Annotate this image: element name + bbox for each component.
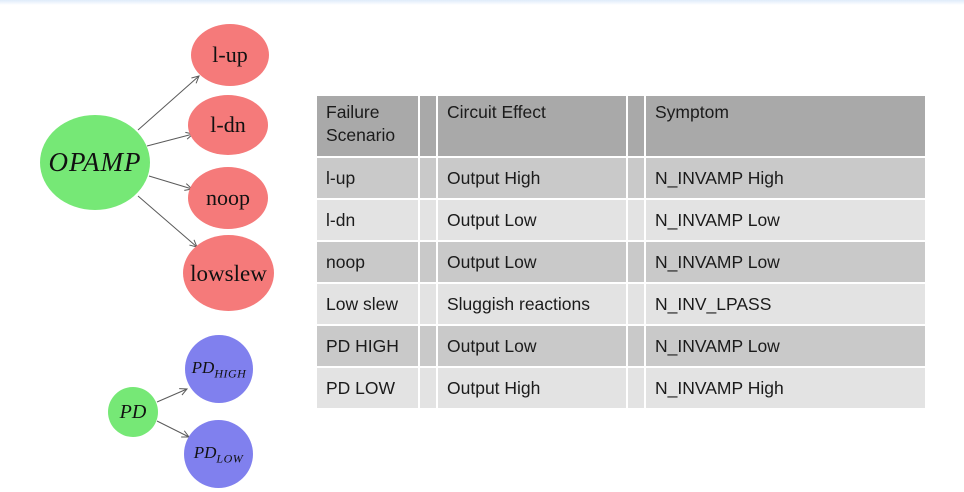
edge-pd-pdlow bbox=[156, 420, 190, 438]
header-failure-scenario: Failure Scenario bbox=[315, 94, 420, 158]
header-circuit-effect: Circuit Effect bbox=[436, 94, 628, 158]
table-row: l-up Output High N_INVAMP High bbox=[315, 156, 927, 200]
scenario-cell: noop bbox=[315, 240, 420, 284]
header-symptom: Symptom bbox=[644, 94, 927, 158]
pd-tree-edges bbox=[156, 388, 190, 438]
effect-cell: Output Low bbox=[436, 324, 628, 368]
table-row: Low slew Sluggish reactions N_INV_LPASS bbox=[315, 282, 927, 326]
symptom-cell: N_INVAMP High bbox=[644, 156, 927, 200]
top-edge-strip bbox=[0, 0, 964, 5]
effect-cell: Output High bbox=[436, 366, 628, 410]
pd-low-label: PDLOW bbox=[193, 442, 244, 466]
symptom-cell: N_INV_LPASS bbox=[644, 282, 927, 326]
table-row: noop Output Low N_INVAMP Low bbox=[315, 240, 927, 284]
fault-node-l-dn: l-dn bbox=[188, 95, 268, 155]
scenario-cell: l-dn bbox=[315, 198, 420, 242]
table-header-row: Failure Scenario Circuit Effect Symptom bbox=[315, 94, 927, 158]
spacer-cell bbox=[418, 94, 438, 158]
spacer-cell bbox=[418, 198, 438, 242]
spacer-cell bbox=[626, 240, 646, 284]
spacer-cell bbox=[626, 156, 646, 200]
scenario-cell: Low slew bbox=[315, 282, 420, 326]
table-row: PD LOW Output High N_INVAMP High bbox=[315, 366, 927, 410]
edge-opamp-ldn bbox=[146, 131, 195, 147]
opamp-root-node: OPAMP bbox=[40, 115, 150, 210]
fault-node-lowslew: lowslew bbox=[183, 235, 274, 311]
spacer-cell bbox=[626, 94, 646, 158]
table-row: l-dn Output Low N_INVAMP Low bbox=[315, 198, 927, 242]
scenario-cell: PD LOW bbox=[315, 366, 420, 410]
edge-opamp-noop bbox=[148, 175, 194, 191]
pd-root-node: PD bbox=[108, 387, 158, 437]
effect-cell: Output High bbox=[436, 156, 628, 200]
effect-cell: Sluggish reactions bbox=[436, 282, 628, 326]
spacer-cell bbox=[418, 282, 438, 326]
symptom-cell: N_INVAMP Low bbox=[644, 240, 927, 284]
spacer-cell bbox=[626, 282, 646, 326]
scenario-cell: l-up bbox=[315, 156, 420, 200]
fault-node-pd-high: PDHIGH bbox=[185, 335, 253, 403]
effect-cell: Output Low bbox=[436, 240, 628, 284]
pd-high-label: PDHIGH bbox=[191, 357, 247, 381]
scenario-cell: PD HIGH bbox=[315, 324, 420, 368]
edge-pd-pdhigh bbox=[156, 388, 189, 403]
spacer-cell bbox=[626, 366, 646, 410]
symptom-cell: N_INVAMP High bbox=[644, 366, 927, 410]
fault-node-noop: noop bbox=[188, 167, 268, 229]
spacer-cell bbox=[626, 324, 646, 368]
spacer-cell bbox=[418, 156, 438, 200]
failure-symptom-table: Failure Scenario Circuit Effect Symptom … bbox=[315, 94, 927, 410]
table-row: PD HIGH Output Low N_INVAMP Low bbox=[315, 324, 927, 368]
spacer-cell bbox=[418, 366, 438, 410]
symptom-cell: N_INVAMP Low bbox=[644, 324, 927, 368]
fault-node-l-up: l-up bbox=[191, 24, 269, 86]
effect-cell: Output Low bbox=[436, 198, 628, 242]
spacer-cell bbox=[418, 240, 438, 284]
spacer-cell bbox=[418, 324, 438, 368]
spacer-cell bbox=[626, 198, 646, 242]
fault-node-pd-low: PDLOW bbox=[184, 420, 253, 488]
symptom-cell: N_INVAMP Low bbox=[644, 198, 927, 242]
